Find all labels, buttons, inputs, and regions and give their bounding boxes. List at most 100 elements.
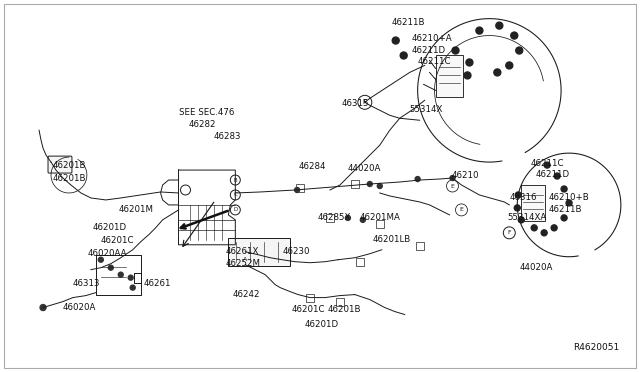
Circle shape xyxy=(476,27,483,34)
Text: 46252M: 46252M xyxy=(225,259,260,268)
Text: SEE SEC.476: SEE SEC.476 xyxy=(179,108,234,117)
Text: 46020AA: 46020AA xyxy=(88,249,127,258)
Text: C: C xyxy=(234,192,237,198)
Circle shape xyxy=(452,47,459,54)
Text: 46211B: 46211B xyxy=(548,205,582,214)
Circle shape xyxy=(378,183,382,189)
Circle shape xyxy=(561,186,567,192)
Circle shape xyxy=(367,182,372,186)
Text: 46201C: 46201C xyxy=(291,305,324,314)
Bar xyxy=(306,294,314,302)
Bar xyxy=(296,184,304,192)
Bar xyxy=(415,242,424,250)
Text: 46313: 46313 xyxy=(73,279,100,288)
Text: 46230: 46230 xyxy=(282,247,310,256)
Circle shape xyxy=(400,52,407,59)
Circle shape xyxy=(515,192,521,198)
Circle shape xyxy=(230,190,240,200)
Bar xyxy=(356,258,364,266)
Text: 46283: 46283 xyxy=(213,132,241,141)
Circle shape xyxy=(358,95,372,109)
Text: 46285X: 46285X xyxy=(318,214,351,222)
Circle shape xyxy=(544,162,550,168)
Circle shape xyxy=(118,272,124,277)
Circle shape xyxy=(180,185,191,195)
Circle shape xyxy=(531,225,537,231)
Text: 46211C: 46211C xyxy=(530,158,564,167)
Circle shape xyxy=(40,305,46,311)
Circle shape xyxy=(130,285,135,290)
Circle shape xyxy=(447,180,458,192)
Circle shape xyxy=(392,37,399,44)
Text: 46201LB: 46201LB xyxy=(373,235,411,244)
Circle shape xyxy=(99,257,103,262)
Circle shape xyxy=(466,59,473,66)
Circle shape xyxy=(415,177,420,182)
Bar xyxy=(336,298,344,305)
FancyBboxPatch shape xyxy=(48,156,72,173)
Bar xyxy=(326,214,334,222)
Circle shape xyxy=(516,47,523,54)
Circle shape xyxy=(496,22,503,29)
Text: 46261: 46261 xyxy=(143,279,171,288)
Circle shape xyxy=(515,205,520,211)
Text: 46282: 46282 xyxy=(189,120,216,129)
Circle shape xyxy=(566,200,572,206)
Circle shape xyxy=(518,217,524,223)
Text: 46315: 46315 xyxy=(342,99,369,108)
Circle shape xyxy=(128,275,133,280)
Circle shape xyxy=(346,215,350,220)
Circle shape xyxy=(506,62,513,69)
Text: D: D xyxy=(233,208,237,212)
Text: E: E xyxy=(460,208,463,212)
FancyBboxPatch shape xyxy=(228,238,290,266)
Circle shape xyxy=(108,265,113,270)
Text: 46201B: 46201B xyxy=(53,161,86,170)
Circle shape xyxy=(554,173,560,179)
Text: 46316: 46316 xyxy=(509,193,537,202)
FancyBboxPatch shape xyxy=(521,185,545,221)
Circle shape xyxy=(541,230,547,236)
Text: 46284: 46284 xyxy=(298,161,326,171)
Text: 46201D: 46201D xyxy=(93,223,127,232)
Circle shape xyxy=(450,176,455,180)
Text: 46201B: 46201B xyxy=(328,305,362,314)
Text: 46201M: 46201M xyxy=(119,205,154,214)
Circle shape xyxy=(456,204,467,216)
Bar xyxy=(351,180,359,188)
Circle shape xyxy=(511,32,518,39)
Text: E: E xyxy=(451,183,454,189)
Text: B: B xyxy=(234,177,237,183)
Text: 46201B: 46201B xyxy=(53,173,86,183)
Text: 46210+B: 46210+B xyxy=(548,193,589,202)
Text: 46210+A: 46210+A xyxy=(412,34,452,43)
Text: F: F xyxy=(363,99,367,105)
Circle shape xyxy=(464,72,471,79)
Circle shape xyxy=(561,215,567,221)
FancyBboxPatch shape xyxy=(436,55,463,97)
Text: R4620051: R4620051 xyxy=(573,343,620,352)
Text: 46211D: 46211D xyxy=(535,170,570,179)
Text: 46242: 46242 xyxy=(232,290,260,299)
Circle shape xyxy=(360,217,365,222)
Text: 46201D: 46201D xyxy=(305,320,339,329)
Text: 55314X: 55314X xyxy=(410,105,443,114)
Text: 46211C: 46211C xyxy=(418,57,451,66)
Text: 44020A: 44020A xyxy=(519,263,552,272)
Text: 46210: 46210 xyxy=(451,170,479,180)
Text: F: F xyxy=(508,230,511,235)
Text: 55314XA: 55314XA xyxy=(508,214,547,222)
Circle shape xyxy=(230,175,240,185)
Circle shape xyxy=(230,205,240,215)
Bar xyxy=(376,220,384,228)
Circle shape xyxy=(494,69,501,76)
Text: 46201C: 46201C xyxy=(101,236,134,245)
Text: 44020A: 44020A xyxy=(348,164,381,173)
Circle shape xyxy=(503,227,515,239)
Text: 46020A: 46020A xyxy=(63,303,97,312)
Text: 46211D: 46211D xyxy=(412,46,446,55)
Text: 46211B: 46211B xyxy=(392,18,425,27)
Circle shape xyxy=(239,254,252,266)
Text: A: A xyxy=(243,257,248,262)
Circle shape xyxy=(294,187,300,192)
